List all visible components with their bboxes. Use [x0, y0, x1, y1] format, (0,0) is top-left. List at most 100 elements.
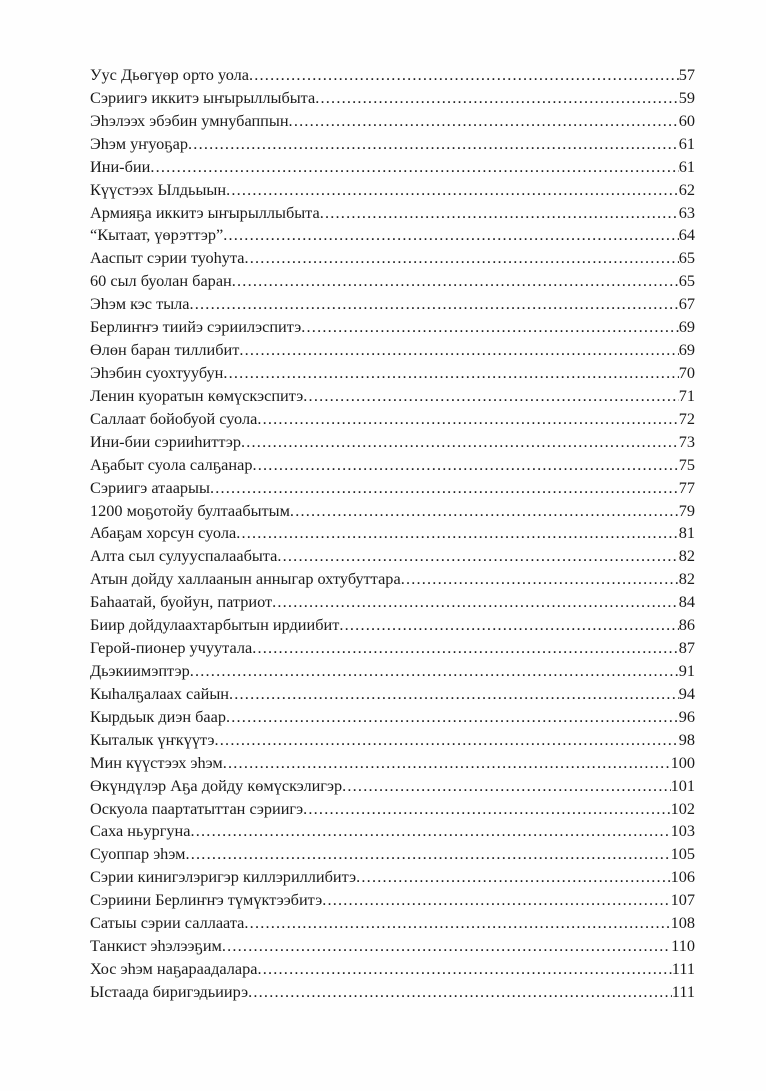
toc-entry: Сэриигэ иккитэ ыҥырыллыбыта 59: [90, 87, 695, 110]
toc-entry-page: 57: [678, 65, 695, 84]
dot-leader: [315, 87, 678, 110]
dot-leader: [253, 454, 679, 477]
dot-leader: [185, 843, 670, 866]
dot-leader: [210, 477, 679, 500]
toc-entry: Атын дойду халлаанын анныгар охтубуттара…: [90, 568, 695, 591]
toc-entry: Ыстаада биригэдьиирэ 111: [90, 981, 695, 1004]
toc-entry-title: “Кытаат, үөрэттэр”: [90, 225, 224, 245]
dot-leader: [191, 820, 671, 843]
toc-entry-page: 77: [678, 477, 695, 497]
toc-entry-page: 111: [671, 981, 695, 1001]
toc-entry-page: 75: [678, 454, 695, 474]
toc-entry: Герой-пионер учуутала 87: [90, 637, 695, 660]
toc-entry: Эһэбин суохтуубун 70: [90, 362, 695, 385]
toc-entry: 60 сыл буолан баран 65: [90, 270, 695, 293]
toc-entry: Эһэлээх эбэбин умнубаппын 60: [90, 110, 695, 133]
toc-entry: Сэриигэ атаарыы 77: [90, 477, 695, 500]
toc-entry-page: 96: [678, 706, 695, 726]
toc-entry-title: Герой-пионер учуутала: [90, 638, 253, 658]
dot-leader: [223, 752, 671, 775]
toc-entry-title: Кыталык үҥкүүтэ: [90, 729, 215, 749]
toc-entry-page: 61: [678, 156, 695, 176]
toc-entry-title: Ыстаада биригэдьиирэ: [90, 981, 249, 1001]
dot-leader: [222, 935, 671, 958]
toc-entry: Абаҕам хорсун суола 81: [90, 522, 695, 545]
toc-entry: Сэриини Берлиҥҥэ түмүктээбитэ 107: [90, 889, 695, 912]
toc-entry-page: 102: [670, 798, 695, 818]
toc-entry-page: 73: [678, 431, 695, 451]
toc-entry: Өкүндүлэр Аҕа дойду көмүскэлигэр 101: [90, 775, 695, 798]
toc-entry: Танкист эһэлээҕим 110: [90, 935, 695, 958]
dot-leader: [241, 431, 679, 454]
toc-entry: Мин күүстээх эһэм 100: [90, 752, 695, 775]
toc-entry-title: Армияҕа иккитэ ыҥырыллыбыта: [90, 202, 320, 222]
toc-entry: Эһэм кэс тыла 67: [90, 293, 695, 316]
toc-entry-title: Биир дойдулаахтарбытын ирдиибит: [90, 615, 340, 635]
dot-leader: [188, 133, 679, 156]
toc-entry: Кырдьык диэн баар 96: [90, 706, 695, 729]
toc-entry-page: 69: [678, 340, 695, 360]
toc-entry: Берлиҥҥэ тиийэ сэриилэспитэ 69: [90, 316, 695, 339]
toc-entry-page: 60: [678, 110, 695, 130]
toc-entry: Саха ньургуна 103: [90, 820, 695, 843]
toc-entry-title: Ааспыт сэрии туоһута: [90, 248, 245, 268]
toc-entry-title: Оскуола паартатыттан сэриигэ: [90, 798, 304, 818]
dot-leader: [290, 500, 679, 523]
toc-entry: Алта сыл сулууспалаабыта 82: [90, 545, 695, 568]
dot-leader: [248, 981, 672, 1004]
dot-leader: [303, 798, 670, 821]
dot-leader: [190, 660, 679, 683]
toc-entry: Аҕабыт суола салҕанар 75: [90, 454, 695, 477]
dot-leader: [322, 889, 670, 912]
toc-entry-title: Эһэбин суохтуубун: [90, 362, 224, 382]
toc-entry-page: 98: [678, 729, 695, 749]
dot-leader: [289, 110, 679, 133]
toc-entry-page: 107: [670, 890, 695, 910]
toc-entry-page: 86: [678, 615, 695, 635]
toc-entry-page: 91: [678, 660, 695, 680]
toc-entry-page: 62: [678, 179, 695, 199]
toc-entry-page: 82: [678, 546, 695, 566]
toc-entry-title: Эһэм уҥуоҕар: [90, 133, 189, 153]
dot-leader: [342, 775, 670, 798]
toc-entry-page: 84: [678, 592, 695, 612]
dot-leader: [356, 866, 670, 889]
toc-entry-page: 103: [670, 821, 695, 841]
dot-leader: [229, 683, 679, 706]
toc-entry-title: Сэриини Берлиҥҥэ түмүктээбитэ: [90, 890, 323, 910]
toc-entry: Армияҕа иккитэ ыҥырыллыбыта 63: [90, 202, 695, 225]
toc-entry-page: 106: [670, 867, 695, 887]
toc-entry-page: 110: [671, 936, 695, 956]
dot-leader: [244, 247, 678, 270]
toc-entry: Дьэкиимэптэр 91: [90, 660, 695, 683]
dot-leader: [257, 408, 678, 431]
toc-entry-page: 69: [678, 317, 695, 337]
dot-leader: [303, 385, 678, 408]
dot-leader: [232, 270, 679, 293]
dot-leader: [236, 522, 679, 545]
toc-entry-title: Саха ньургуна: [90, 821, 191, 841]
toc-entry-title: Ленин куоратын көмүскэспитэ: [90, 385, 304, 405]
toc-entry: “Кытаат, үөрэттэр” 64: [90, 224, 695, 247]
toc-entry-page: 108: [670, 913, 695, 933]
dot-leader: [339, 614, 678, 637]
toc-entry-page: 100: [670, 752, 695, 772]
toc-entry-title: Хос эһэм наҕараадалара: [90, 958, 258, 978]
toc-entry-title: Сэриигэ атаарыы: [90, 477, 210, 497]
toc-entry-page: 94: [678, 683, 695, 703]
toc-entry: Кыталык үҥкүүтэ 98: [90, 729, 695, 752]
dot-leader: [223, 224, 679, 247]
toc-entry-title: Эһэм кэс тыла: [90, 294, 190, 314]
toc-entry-page: 61: [678, 133, 695, 153]
toc-entry-title: Ини-бии: [90, 156, 151, 176]
toc-entry-title: Алта сыл сулууспалаабыта: [90, 546, 278, 566]
toc-entry-title: Сэрии кинигэлэригэр киллэриллибитэ: [90, 867, 357, 887]
dot-leader: [320, 202, 679, 225]
dot-leader: [190, 293, 679, 316]
toc-entry-title: Өлөн баран тиллибит: [90, 340, 240, 360]
toc-entry-title: Мин күүстээх эһэм: [90, 752, 223, 772]
toc-entry: Өлөн баран тиллибит 69: [90, 339, 695, 362]
toc-entry-title: Сэриигэ иккитэ ыҥырыллыбыта: [90, 87, 316, 107]
toc-entry-page: 72: [678, 408, 695, 428]
toc-entry-title: Суоппар эһэм: [90, 844, 186, 864]
